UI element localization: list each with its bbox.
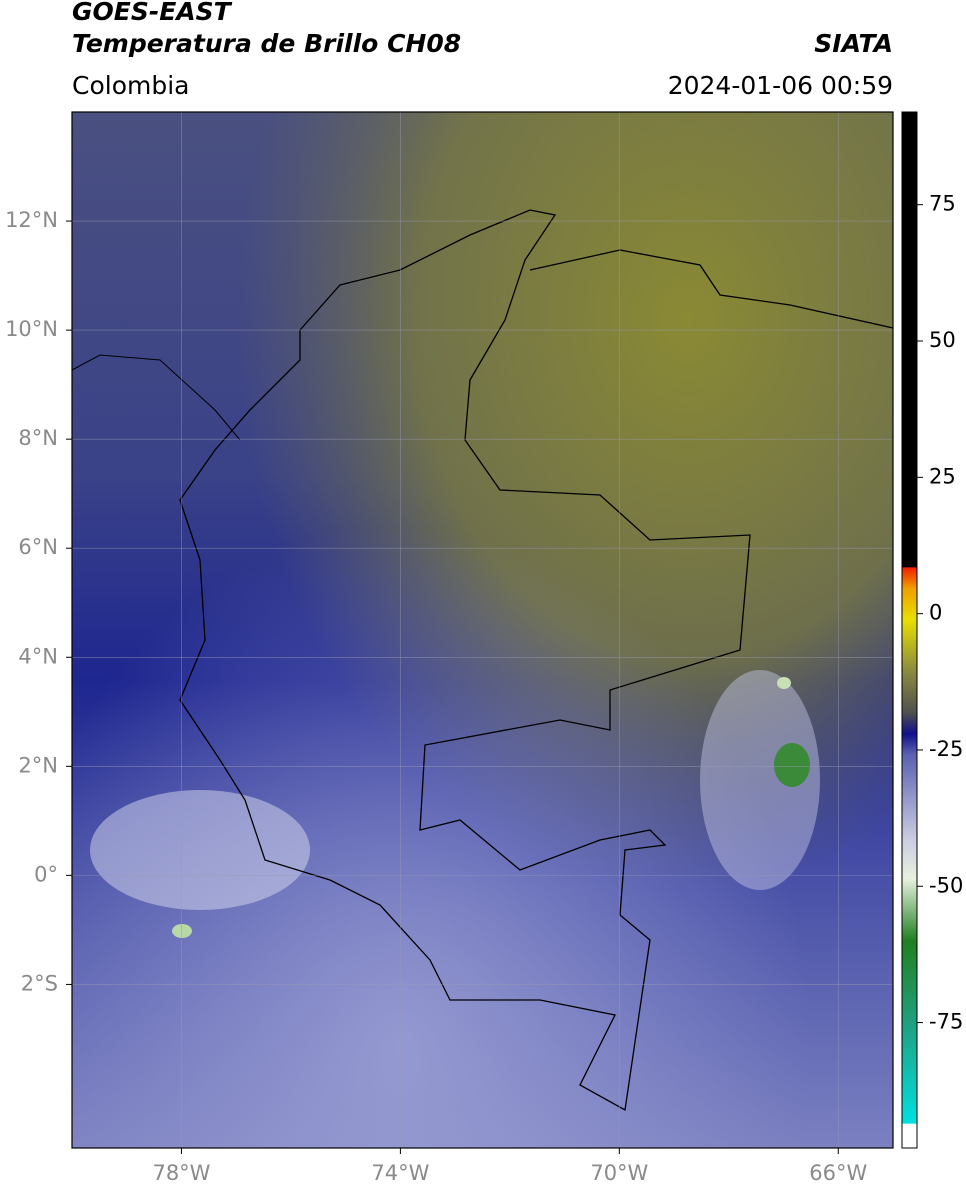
y-tick-label: 6°N — [18, 535, 58, 559]
colorbar-tick-label: -25 — [929, 737, 963, 761]
y-tick-label: 2°N — [18, 753, 58, 777]
colorbar-tick-label: 25 — [929, 464, 956, 488]
x-tick-label: 66°W — [809, 1161, 867, 1185]
x-tick-label: 78°W — [152, 1161, 210, 1185]
y-tick-label: 12°N — [5, 208, 58, 232]
colorbar-tick-label: -50 — [929, 873, 963, 897]
colorbar-tick-label: -75 — [929, 1010, 963, 1034]
region: Colombia — [72, 71, 189, 100]
map-frame — [71, 111, 894, 1149]
x-tick-label: 74°W — [371, 1161, 429, 1185]
colorbar-tick-label: 50 — [929, 328, 956, 352]
datetime: 2024-01-06 00:59 — [668, 71, 893, 100]
y-tick-label: 0° — [34, 862, 58, 886]
satellite: GOES-EAST — [72, 0, 233, 26]
product: Temperatura de Brillo CH08 — [72, 29, 461, 58]
graticule — [72, 112, 893, 1148]
y-tick-label: 8°N — [18, 426, 58, 450]
y-tick-label: 2°S — [21, 971, 58, 995]
colorbar-tick-label: 75 — [929, 192, 956, 216]
y-tick-label: 4°N — [18, 644, 58, 668]
source: SIATA — [814, 29, 893, 58]
colorbar — [901, 111, 918, 1149]
colorbar-tick-label: 0 — [929, 601, 942, 625]
x-tick-label: 70°W — [590, 1161, 648, 1185]
map-image — [72, 112, 893, 1148]
y-tick-label: 10°N — [5, 317, 58, 341]
